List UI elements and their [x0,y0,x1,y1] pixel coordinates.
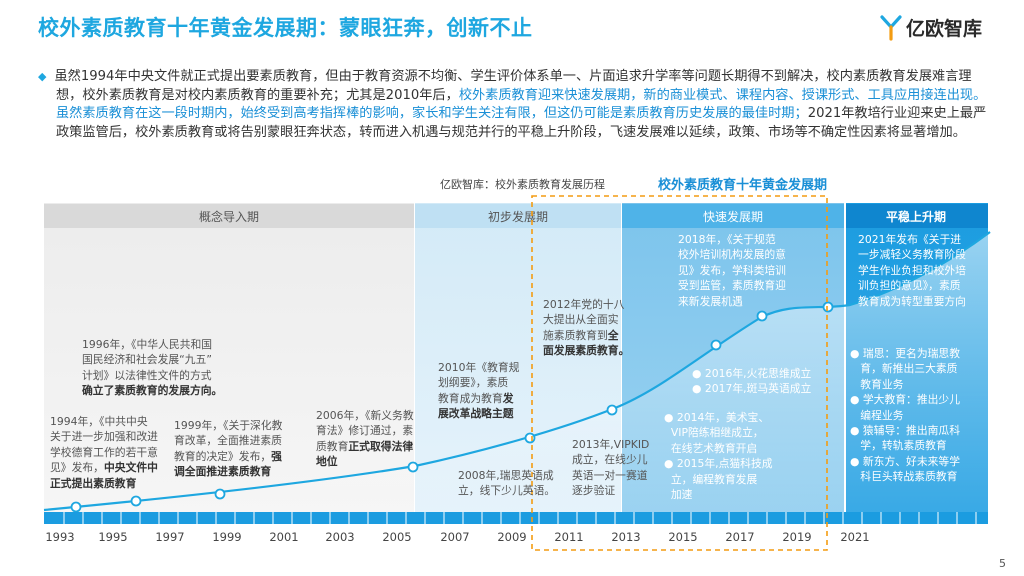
year-label: 1997 [155,530,184,544]
milestone-dot-2006 [407,461,419,473]
year-label: 2011 [554,530,583,544]
diamond-bullet-icon: ◆ [38,70,47,83]
annotation-2018: 2018年，《关于规范 校外培训机构发展的意 见》发布，学科类培训 受到监管，素… [678,233,786,308]
year-label: 2015 [668,530,697,544]
logo: 亿欧智库 [880,14,982,41]
growth-area [44,232,990,512]
page-title: 校外素质教育十年黄金发展期：蒙眼狂奔，创新不止 [38,16,533,40]
year-label: 2001 [269,530,298,544]
year-label: 1995 [98,530,127,544]
year-label: 2007 [440,530,469,544]
year-label: 2009 [497,530,526,544]
annotation-2021-companies: ● 瑞思：更名为瑞思教 育，新推出三大素质 教育业务 ● 学大教育：推出少儿 编… [850,347,961,484]
year-label: 2005 [382,530,411,544]
year-label: 2013 [611,530,640,544]
page-number: 5 [999,557,1006,570]
stage-label-stable: 平稳上升期 [886,209,946,224]
stage-label-initial: 初步发展期 [488,209,548,224]
year-label: 2003 [325,530,354,544]
year-label: 2021 [840,530,869,544]
annotation-2021: 2021年发布《关于进 一步减轻义务教育阶段 学生作业负担和校外培 训负担的意见… [858,233,966,308]
year-label: 1999 [212,530,241,544]
annotation-2012: 2012年党的十八 大提出从全面实 施素质教育到全 面发展素质教育。 [543,298,630,358]
annotation-2014: ● 2014年，美术宝、 VIP陪练相继成立， 在线艺术教育开启 ● 2015年… [664,411,773,502]
annotation-1999: 1999年，《关于深化教 育改革，全面推进素质 教育的决定》发布，强 调全面推进… [174,419,283,479]
timeline-axis [44,512,988,524]
stage-bg-concept [44,203,414,523]
milestone-dot-1996 [130,495,142,507]
year-label: 2019 [782,530,811,544]
intro-text-1: 虽然1994年中央文件就正式提出要素质教育，但由于教育资源不均衡、学生评价体系单… [54,69,972,103]
stage-label-rapid: 快速发展期 [703,209,763,224]
stage-label-concept: 概念导入期 [199,209,259,224]
milestone-dot-2010 [524,432,536,444]
intro-highlight: 校外素质教育迎来快速发展期，新的商业模式、课程内容、授课形式、工具应用接连出现。… [56,87,987,122]
growth-curve [43,231,991,512]
intro-text-2: 2021年教培行业迎来史上最严政策监管后，校外素质教育或将告别蒙眼狂奔状态，转而… [56,106,987,140]
annotation-1994: 1994年，《中共中央 关于进一步加强和改进 学校德育工作的若干意 见》发布，中… [50,415,158,490]
milestone-dot-2014 [710,339,722,351]
yiou-logo-icon [880,14,902,41]
stage-header-concept [44,204,414,228]
annotation-1996: 1996年，《中华人民共和国 国民经济和社会发展“九五” 计划》以法律性文件的方… [82,338,223,398]
year-label: 1993 [45,530,74,544]
milestone-dot-2012 [606,404,618,416]
intro-paragraph: ◆ 虽然1994年中央文件就正式提出要素质教育，但由于教育资源不均衡、学生评价体系… [38,68,996,142]
annotation-2006: 2006年，《新义务教 育法》修订通过，素 质教育正式取得法律 地位 [316,409,414,469]
stage-header-stable [846,204,988,228]
annotation-2013: 2013年,VIPKID 成立，在线少儿 英语一对一赛道 逐步验证 [572,438,650,498]
milestone-dot-2018 [756,310,768,322]
milestone-dot-1999 [214,488,226,500]
annotation-2008: 2008年,瑞思英语成 立，线下少儿英语。 [458,469,556,498]
milestone-dot-1994 [70,501,82,513]
annotation-2016: ● 2016年,火花思维成立 ● 2017年,斑马英语成立 [692,367,812,396]
logo-text: 亿欧智库 [906,18,983,40]
milestone-dot-2019 [822,301,834,313]
golden-period-box [531,195,828,551]
stage-header-initial [415,204,621,228]
source-label: 亿欧智库：校外素质教育发展历程 [440,178,605,191]
year-label: 2017 [725,530,754,544]
stage-header-rapid [622,204,844,228]
golden-period-label: 校外素质教育十年黄金发展期 [658,178,828,193]
annotation-2010: 2010年《教育规 划纲要》，素质 教育成为教育发 展改革战略主题 [438,361,520,421]
